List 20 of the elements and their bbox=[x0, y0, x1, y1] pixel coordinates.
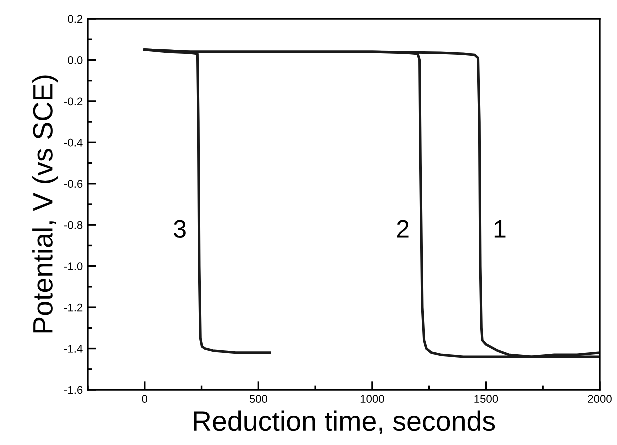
y-tick-label: 0.2 bbox=[68, 15, 83, 24]
y-axis-title: Potential, V (vs SCE) bbox=[32, 76, 58, 333]
x-tick-label: 1000 bbox=[360, 395, 384, 404]
y-tick-label: 0.0 bbox=[68, 56, 83, 64]
y-tick-label: -1.0 bbox=[64, 262, 83, 270]
y-tick-label: -0.2 bbox=[64, 98, 83, 106]
y-tick-label: -0.6 bbox=[64, 180, 83, 188]
y-tick-label: -0.8 bbox=[64, 221, 83, 230]
series-label: 2 bbox=[397, 220, 409, 238]
x-tick-label: 0 bbox=[142, 395, 148, 404]
y-tick-label: -1.4 bbox=[64, 345, 83, 353]
series-label: 3 bbox=[174, 220, 186, 238]
x-axis-title: Reduction time, seconds bbox=[194, 410, 496, 434]
x-tick-label: 1500 bbox=[474, 395, 498, 404]
x-tick-label: 500 bbox=[250, 395, 268, 404]
x-tick-label: 2000 bbox=[588, 395, 612, 404]
series-label: 1 bbox=[494, 220, 506, 238]
y-tick-label: -0.4 bbox=[64, 138, 83, 147]
y-tick-label: -1.6 bbox=[64, 386, 83, 394]
y-tick-label: -1.2 bbox=[64, 304, 83, 312]
